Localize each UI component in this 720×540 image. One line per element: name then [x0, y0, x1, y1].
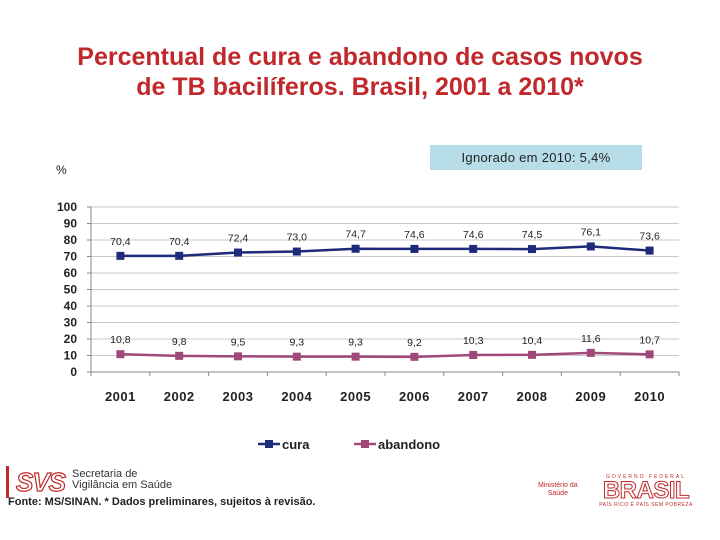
- x-tick-label: 2006: [399, 389, 430, 404]
- data-label-abandono: 10,7: [639, 334, 660, 346]
- y-tick-label: 100: [57, 200, 77, 214]
- data-point-abandono: [116, 350, 125, 359]
- brasil-logo-sub: PAÍS RICO É PAÍS SEM POBREZA: [599, 502, 693, 508]
- y-tick-label: 30: [64, 316, 78, 330]
- chart-title: Percentual de cura e abandono de casos n…: [0, 42, 720, 102]
- title-line-1: Percentual de cura e abandono de casos n…: [77, 43, 643, 71]
- data-label-abandono: 11,6: [581, 333, 601, 345]
- series-line-abandono: [120, 351, 650, 359]
- data-label-abandono: 9,3: [289, 337, 304, 349]
- data-label-cura: 76,1: [581, 226, 602, 238]
- data-point-abandono: [234, 352, 242, 361]
- x-tick-label: 2002: [164, 389, 195, 404]
- y-tick-label: 60: [64, 266, 78, 280]
- data-point-abandono: [410, 352, 419, 361]
- data-point-cura: [645, 246, 654, 255]
- y-tick-label: 0: [70, 365, 77, 379]
- title-line-2: de TB bacilíferos. Brasil, 2001 a 2010*: [136, 73, 584, 101]
- data-point-abandono: [586, 348, 595, 357]
- data-label-cura: 70,4: [110, 236, 131, 248]
- ministry-line-1: Ministério da: [538, 482, 578, 489]
- x-tick-label: 2010: [634, 389, 665, 404]
- x-tick-label: 2007: [458, 389, 489, 404]
- y-tick-label: 80: [64, 233, 78, 247]
- data-point-cura: [410, 244, 419, 253]
- ministry-logo: Ministério da Saúde: [538, 482, 578, 498]
- data-point-abandono: [351, 352, 360, 361]
- svs-line-1: Secretaria de: [72, 468, 138, 480]
- series-line-cura: [120, 245, 650, 258]
- brasil-logo-top: GOVERNO FEDERAL: [605, 474, 686, 480]
- data-label-abandono: 10,3: [463, 335, 484, 347]
- brasil-logo: GOVERNO FEDERAL BRASIL PAÍS RICO É PAÍS …: [598, 474, 694, 510]
- data-label-cura: 73,6: [639, 231, 660, 243]
- svs-logo: SVS Secretaria de Vigilância em Saúde: [6, 466, 206, 498]
- legend-label-cura: cura: [282, 437, 310, 452]
- ministry-line-2: Saúde: [547, 490, 568, 497]
- data-point-abandono: [528, 350, 536, 359]
- y-tick-label: 20: [64, 332, 78, 346]
- legend-marker-cura: [265, 440, 273, 448]
- data-point-cura: [292, 247, 301, 256]
- data-label-abandono: 9,8: [172, 336, 187, 348]
- data-label-cura: 74,6: [404, 229, 425, 241]
- x-tick-label: 2005: [340, 389, 371, 404]
- data-label-cura: 74,5: [522, 229, 543, 241]
- data-label-abandono: 10,8: [110, 334, 131, 346]
- svs-text: Secretaria de Vigilância em Saúde: [72, 469, 172, 491]
- svs-mark: SVS: [15, 467, 66, 497]
- x-tick-label: 2004: [281, 389, 312, 404]
- y-tick-label: 50: [64, 283, 78, 297]
- data-point-cura: [586, 242, 595, 251]
- data-label-cura: 70,4: [169, 236, 190, 248]
- data-label-cura: 74,6: [463, 229, 484, 241]
- data-label-abandono: 10,4: [522, 335, 543, 347]
- data-label-cura: 74,7: [345, 229, 366, 241]
- x-tick-label: 2001: [105, 389, 136, 404]
- source-note: Fonte: MS/SINAN. * Dados preliminares, s…: [8, 496, 316, 508]
- svs-line-2: Vigilância em Saúde: [72, 479, 173, 491]
- brasil-logo-word: BRASIL: [602, 477, 690, 504]
- data-point-cura: [175, 251, 184, 260]
- data-label-abandono: 9,5: [231, 336, 246, 348]
- y-tick-label: 10: [64, 349, 78, 363]
- data-label-cura: 73,0: [287, 232, 308, 244]
- data-point-cura: [528, 245, 536, 254]
- data-point-abandono: [469, 351, 478, 360]
- data-point-cura: [116, 251, 125, 260]
- data-point-abandono: [292, 352, 301, 361]
- svs-logo-bar: [6, 466, 9, 498]
- x-tick-label: 2003: [223, 389, 254, 404]
- ignored-note: Ignorado em 2010: 5,4%: [430, 145, 642, 170]
- data-label-abandono: 9,2: [407, 337, 422, 349]
- data-point-abandono: [645, 350, 654, 359]
- y-axis-unit: %: [56, 163, 67, 177]
- y-tick-label: 40: [64, 299, 78, 313]
- data-point-abandono: [175, 351, 184, 360]
- data-point-cura: [351, 244, 360, 253]
- data-label-abandono: 9,3: [348, 337, 363, 349]
- x-tick-label: 2008: [517, 389, 548, 404]
- y-tick-label: 90: [64, 217, 78, 231]
- legend-marker-abandono: [361, 440, 369, 448]
- data-point-cura: [469, 244, 478, 253]
- y-tick-label: 70: [64, 250, 78, 264]
- data-label-cura: 72,4: [228, 233, 249, 245]
- legend-label-abandono: abandono: [378, 437, 440, 452]
- x-tick-label: 2009: [575, 389, 606, 404]
- data-point-cura: [234, 248, 242, 257]
